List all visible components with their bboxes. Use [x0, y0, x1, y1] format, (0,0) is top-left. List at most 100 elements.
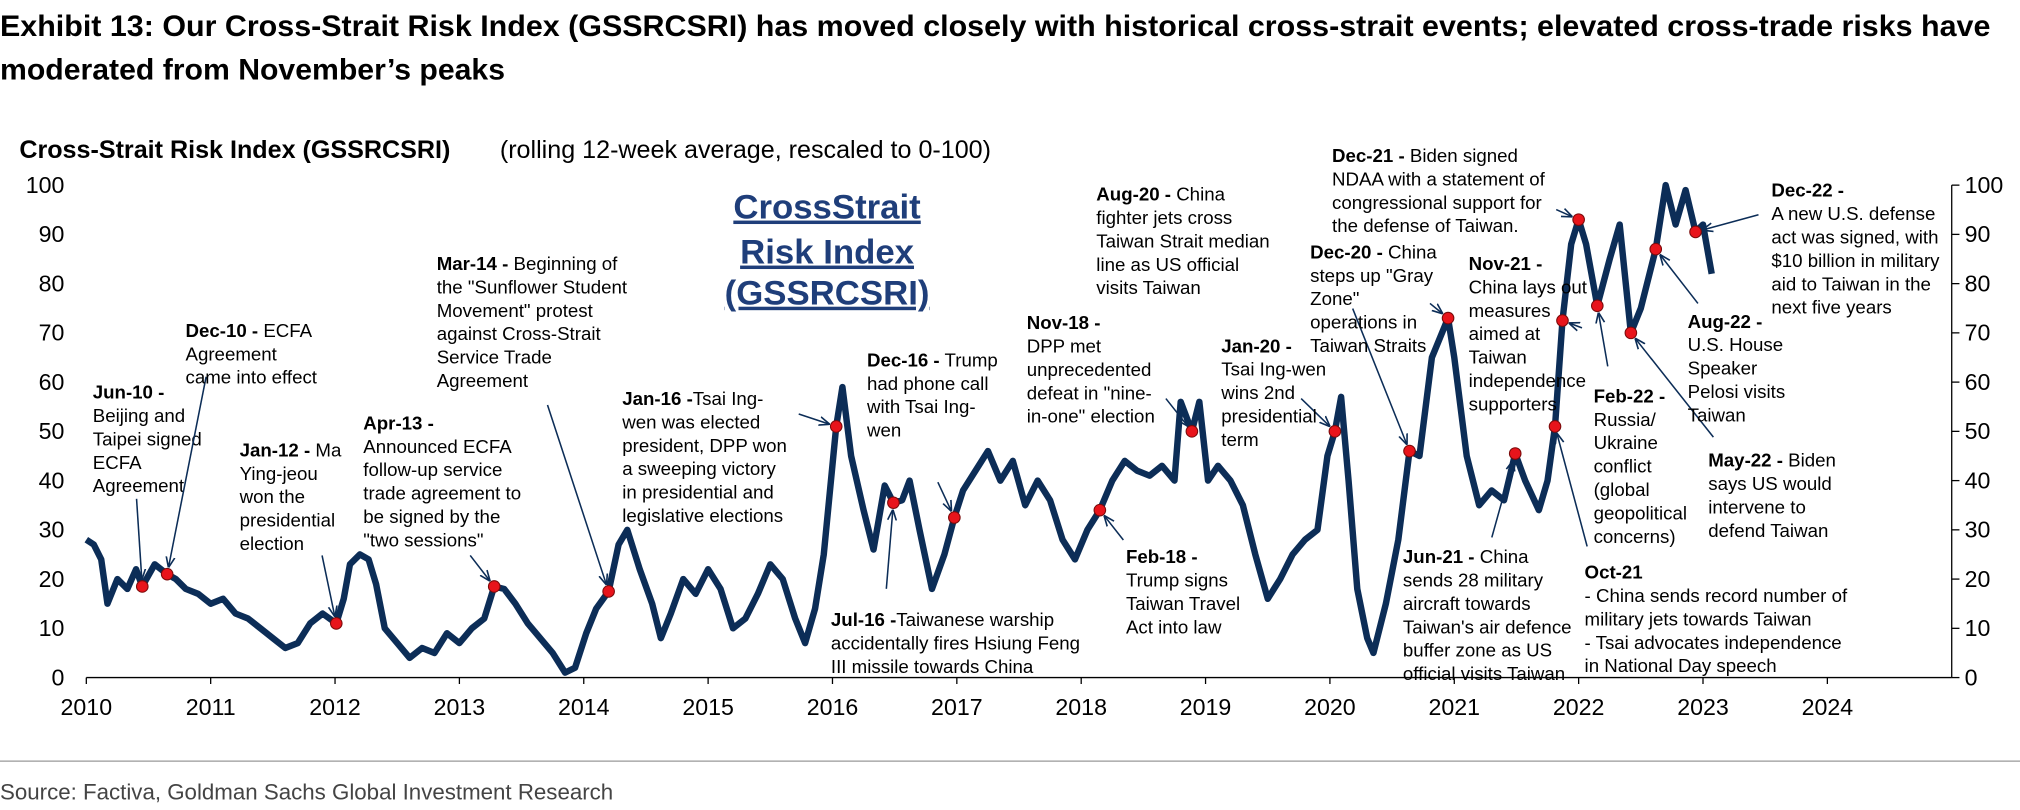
annotation-text: Taiwan [1469, 347, 1527, 368]
annotation-date: Jan-20 - [1221, 335, 1292, 356]
annotation-text: Ukraine [1594, 432, 1658, 453]
annotation-date: Aug-20 - [1096, 184, 1171, 205]
annotation-text: Russia/ [1594, 409, 1657, 430]
annotation-text: in-one" election [1027, 406, 1155, 427]
annotation-text: against Cross-Strait [437, 323, 602, 344]
annotation-arrow [885, 510, 892, 589]
y-tick-label: 70 [39, 320, 65, 346]
annotation-text: Pelosi visits [1688, 381, 1786, 402]
annotation-arrow [1165, 398, 1187, 426]
annotation-arrow [1300, 398, 1329, 426]
annotation-text: supporters [1469, 393, 1557, 414]
inset-label: (GSSRCSRI) [725, 275, 930, 313]
annotation-text: Trump [940, 349, 998, 370]
annotation-text: independence [1469, 370, 1586, 391]
annotation-text: came into effect [186, 367, 318, 388]
annotation-date: Jan-16 - [622, 388, 693, 409]
annotation-date: Oct-21 [1585, 562, 1643, 583]
annotation-text: Ma [310, 439, 342, 460]
annotation-text: Trump signs [1126, 570, 1228, 591]
annotation-text: III missile towards China [831, 656, 1034, 677]
annotation-text: geopolitical [1594, 502, 1687, 523]
annotation-text: Taiwan [1688, 404, 1746, 425]
annotation-heading: Jun-10 - [93, 382, 165, 403]
event-marker [1403, 444, 1416, 458]
annotation-heading: Nov-18 - [1027, 312, 1101, 333]
annotation-text: term [1221, 429, 1258, 450]
source: Source: Factiva, Goldman Sachs Global In… [0, 780, 613, 805]
annotation-text: intervene to [1708, 497, 1806, 518]
annotation-text: Taiwan Straits [1310, 335, 1426, 356]
x-tick-label: 2014 [558, 694, 610, 720]
annotation-text: visits Taiwan [1096, 277, 1200, 298]
event-marker [1548, 420, 1562, 433]
x-tick-label: 2024 [1802, 694, 1854, 720]
annotation-text: China [1475, 546, 1530, 567]
event-marker [1556, 314, 1569, 327]
chart-title: Cross-Strait Risk Index (GSSRCSRI) [19, 136, 450, 164]
event-marker [1328, 425, 1342, 438]
x-tick-label: 2010 [61, 694, 113, 720]
event-marker [487, 580, 501, 593]
annotation-date: Dec-10 - [186, 320, 259, 341]
annotation-arrow [1557, 434, 1588, 547]
x-tick-label: 2020 [1304, 694, 1356, 720]
annotation-text: Speaker [1688, 358, 1758, 379]
annotation-text: Beginning of [508, 253, 618, 274]
annotation-text: election [240, 533, 304, 554]
event-marker [948, 511, 961, 524]
annotation-heading: Mar-14 - Beginning of [437, 253, 618, 274]
annotation-arrow [937, 481, 951, 510]
annotation-text: concerns) [1594, 526, 1676, 547]
annotation-text: in National Day speech [1585, 655, 1777, 676]
annotation-date: Dec-16 - [867, 349, 940, 370]
annotation-arrow [321, 555, 335, 615]
y2-tick-label: 80 [1965, 270, 1991, 296]
y2-tick-label: 20 [1965, 566, 1991, 592]
annotation-date: Jan-12 - [240, 439, 311, 460]
inset-label: CrossStrait [733, 189, 921, 227]
annotation-text: buffer zone as US [1403, 640, 1552, 661]
annotation-text: measures [1469, 300, 1551, 321]
annotation-text: congressional support for [1332, 192, 1542, 213]
annotation-arrow [1429, 302, 1442, 313]
annotation-text: be signed by the [363, 506, 500, 527]
annotation-text: wins 2nd [1220, 382, 1295, 403]
annotation-arrow [169, 376, 207, 567]
annotation-heading: Dec-20 - China [1310, 241, 1437, 262]
annotation-text: Agreement [186, 343, 278, 364]
annotation-arrow [1636, 339, 1714, 438]
annotation-text: ECFA [258, 320, 313, 341]
annotation-text: ECFA [93, 452, 142, 473]
annotation-text: says US would [1708, 473, 1832, 494]
annotation-text: unprecedented [1027, 359, 1152, 380]
y-tick-label: 90 [39, 221, 65, 247]
y-tick-label: 0 [52, 664, 65, 690]
annotation-text: steps up "Gray [1310, 265, 1434, 286]
annotation-date: Dec-21 - [1332, 145, 1405, 166]
annotation-text: fighter jets cross [1096, 207, 1232, 228]
annotation-date: Apr-13 - [363, 412, 434, 433]
annotation-heading: Aug-22 - [1688, 311, 1763, 332]
y2-tick-label: 0 [1965, 664, 1978, 690]
annotation-text: Zone" [1310, 288, 1359, 309]
y-tick-label: 10 [39, 615, 65, 641]
event-marker [829, 420, 843, 433]
annotation-text: Service Trade [437, 347, 552, 368]
annotation-arrow [546, 404, 607, 584]
event-marker [1590, 299, 1604, 313]
annotation-arrow [1703, 213, 1759, 230]
annotation-date: Dec-20 - [1310, 241, 1383, 262]
event-marker [1508, 447, 1522, 460]
annotation-date: Jul-16 - [831, 609, 896, 630]
annotation-text: wen was elected [621, 411, 760, 432]
annotation-heading: Feb-18 - [1126, 546, 1198, 567]
annotation-text: follow-up service [363, 459, 502, 480]
x-tick-label: 2022 [1553, 694, 1605, 720]
event-marker [1185, 425, 1199, 438]
annotation-text: won the [239, 486, 305, 507]
y-tick-label: 40 [39, 467, 65, 493]
annotation-text: presidential [1221, 406, 1317, 427]
annotation-text: operations in [1310, 312, 1417, 333]
annotation-date: Feb-22 - [1594, 385, 1666, 406]
